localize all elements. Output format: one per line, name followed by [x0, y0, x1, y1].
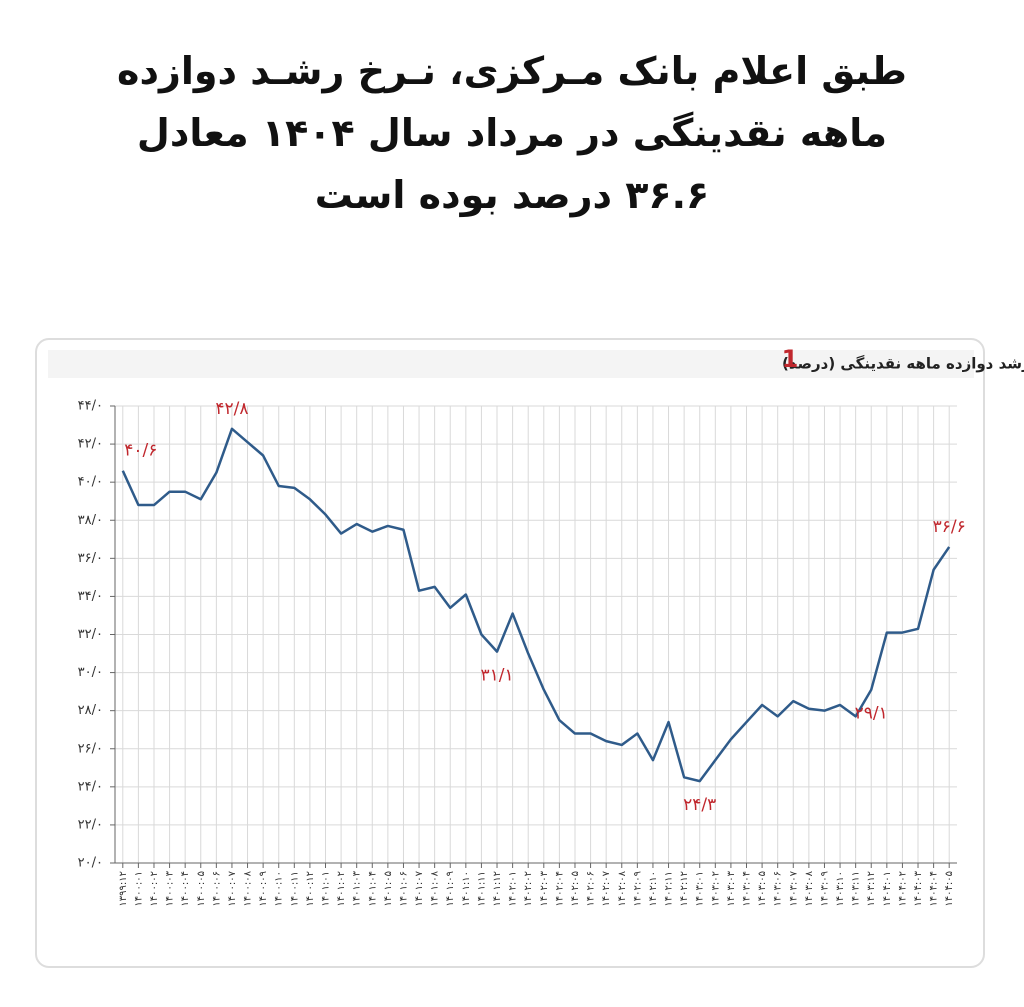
- y-tick-label: ۲۴/۰: [78, 779, 103, 794]
- x-tick-label: ۱۴۰۲:۱۲: [679, 871, 690, 907]
- x-tick-label: ۱۴۰۱:۰۸: [430, 870, 441, 906]
- x-tick-label: ۱۴۰۱:۰۵: [383, 871, 394, 907]
- x-tick-label: ۱۴۰۳:۰۴: [742, 871, 753, 907]
- x-tick-label: ۱۴۰۲:۰۴: [554, 871, 565, 907]
- x-tick-label: ۱۳۹۹:۱۲: [118, 871, 129, 907]
- x-tick-label: ۱۴۰۰:۰۷: [227, 870, 238, 906]
- value-label: ۳۶/۶: [933, 517, 966, 537]
- x-tick-label: ۱۴۰۱:۰۴: [367, 871, 378, 907]
- x-tick-label: ۱۴۰۱:۰۷: [414, 870, 425, 906]
- x-tick-label: ۱۴۰۱:۰۳: [352, 870, 363, 906]
- chart-card: [35, 338, 985, 968]
- x-tick-label: ۱۴۰۳:۰۱: [695, 871, 706, 907]
- x-tick-label: ۱۴۰۳:۰۶: [773, 871, 784, 907]
- x-tick-label: ۱۴۰۰:۰۵: [196, 871, 207, 907]
- x-tick-label: ۱۴۰۰:۰۸: [243, 870, 254, 906]
- x-tick-label: ۱۴۰۳:۰۷: [788, 870, 799, 906]
- x-tick-label: ۱۴۰۰:۰۹: [258, 871, 269, 907]
- x-tick-label: ۱۴۰۳:۰۲: [710, 871, 721, 907]
- x-tick-label: ۱۴۰۳:۱۱: [851, 871, 862, 907]
- x-tick-label: ۱۴۰۱:۱۰: [461, 871, 472, 907]
- x-tick-label: ۱۴۰۴:۰۵: [944, 871, 955, 907]
- y-tick-label: ۲۶/۰: [78, 741, 103, 756]
- x-tick-label: ۱۴۰۴:۰۲: [897, 871, 908, 907]
- x-tick-label: ۱۴۰۲:۰۲: [523, 871, 534, 907]
- x-tick-label: ۱۴۰۳:۰۵: [757, 871, 768, 907]
- y-tick-label: ۳۴/۰: [78, 589, 103, 604]
- x-tick-label: ۱۴۰۳:۰۸: [804, 870, 815, 906]
- y-tick-label: ۳۶/۰: [78, 551, 103, 566]
- x-tick-label: ۱۴۰۱:۱۱: [476, 871, 487, 907]
- value-label: ۲۹/۱: [855, 704, 888, 724]
- x-tick-label: ۱۴۰۲:۰۳: [539, 870, 550, 906]
- x-tick-label: ۱۴۰۰:۰۴: [180, 871, 191, 907]
- x-tick-label: ۱۴۰۴:۰۴: [929, 871, 940, 907]
- chart-title: نمودار ۱- روند تحولات نرخ رشد دوازده ماه…: [782, 355, 1024, 373]
- headline: طبق اعلام بانک مـرکزی، نـرخ رشـد دوازده …: [0, 40, 1024, 226]
- x-tick-label: ۱۴۰۰:۰۳: [165, 870, 176, 906]
- x-tick-label: ۱۴۰۲:۰۱: [508, 871, 519, 907]
- value-label: ۲۴/۳: [683, 795, 716, 815]
- y-tick-label: ۳۲/۰: [78, 627, 103, 642]
- headline-line: ۳۶.۶ درصد بوده است: [314, 173, 710, 217]
- x-tick-label: ۱۴۰۱:۰۱: [321, 871, 332, 907]
- y-tick-label: ۴۴/۰: [78, 399, 103, 414]
- y-tick-label: ۲۰/۰: [78, 856, 103, 871]
- y-tick-label: ۲۲/۰: [78, 817, 103, 832]
- x-tick-label: ۱۴۰۳:۰۹: [819, 871, 830, 907]
- x-tick-label: ۱۴۰۰:۱۲: [305, 871, 316, 907]
- data-line: [121, 427, 951, 783]
- headline-line: ماهه نقدینگی در مرداد سال ۱۴۰۴ معادل: [136, 111, 888, 155]
- value-label: ۴۲/۸: [215, 399, 248, 419]
- x-tick-label: ۱۴۰۲:۱۰: [648, 871, 659, 907]
- x-tick-label: ۱۴۰۱:۰۹: [445, 871, 456, 907]
- y-tick-label: ۲۸/۰: [78, 703, 103, 718]
- y-tick-label: ۳۸/۰: [78, 513, 103, 528]
- x-tick-label: ۱۴۰۲:۰۵: [570, 871, 581, 907]
- x-tick-label: ۱۴۰۲:۰۹: [632, 871, 643, 907]
- x-tick-label: ۱۴۰۲:۰۷: [601, 870, 612, 906]
- x-tick-label: ۱۴۰۴:۰۱: [882, 871, 893, 907]
- title-bar: [48, 350, 974, 378]
- headline-line: طبق اعلام بانک مـرکزی، نـرخ رشـد دوازده: [117, 49, 907, 93]
- x-tick-label: ۱۴۰۱:۰۲: [336, 871, 347, 907]
- x-tick-label: ۱۴۰۳:۰۳: [726, 870, 737, 906]
- x-tick-label: ۱۴۰۴:۰۳: [913, 870, 924, 906]
- x-tick-label: ۱۴۰۳:۱۰: [835, 871, 846, 907]
- y-tick-label: ۳۰/۰: [78, 665, 103, 680]
- x-tick-label: ۱۴۰۰:۰۶: [211, 871, 222, 907]
- x-tick-label: ۱۴۰۲:۰۸: [617, 870, 628, 906]
- x-tick-label: ۱۴۰۰:۰۱: [133, 871, 144, 907]
- x-tick-label: ۱۴۰۳:۱۲: [866, 871, 877, 907]
- value-label: ۴۰/۶: [124, 441, 157, 461]
- x-tick-label: ۱۴۰۰:۱۱: [289, 871, 300, 907]
- figure-number: 1: [782, 345, 799, 373]
- value-label: ۳۱/۱: [480, 666, 513, 686]
- x-tick-label: ۱۴۰۲:۰۶: [586, 871, 597, 907]
- x-tick-label: ۱۴۰۱:۱۲: [492, 871, 503, 907]
- x-tick-label: ۱۴۰۰:۱۰: [274, 871, 285, 907]
- x-tick-label: ۱۴۰۰:۰۲: [149, 871, 160, 907]
- y-tick-label: ۴۲/۰: [78, 437, 103, 452]
- x-tick-label: ۱۴۰۲:۱۱: [664, 871, 675, 907]
- x-tick-label: ۱۴۰۱:۰۶: [398, 871, 409, 907]
- y-tick-label: ۴۰/۰: [78, 475, 103, 490]
